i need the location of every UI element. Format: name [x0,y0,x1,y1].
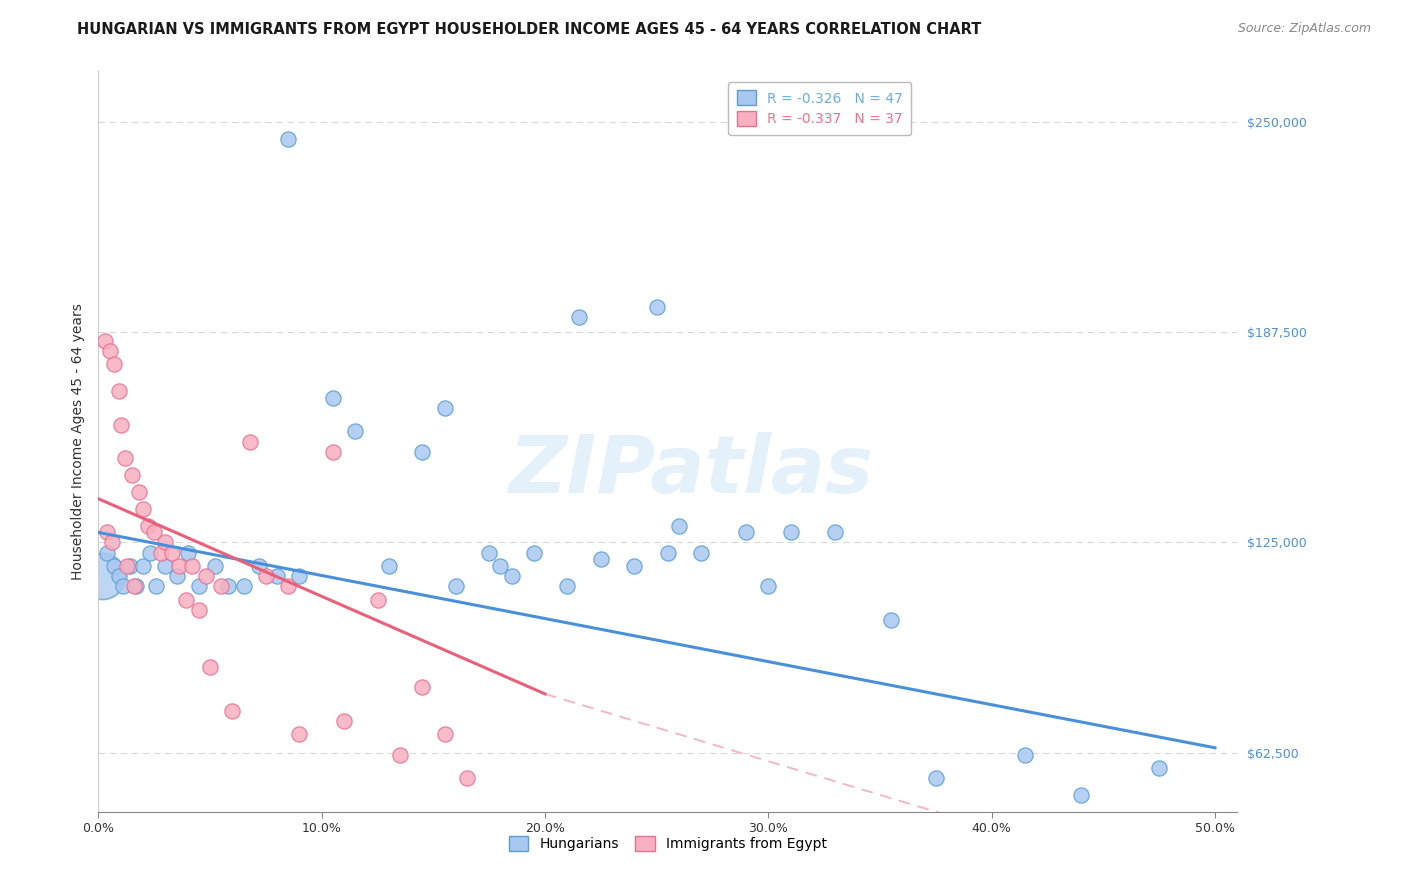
Point [94,334,117,348]
Point [322,444,344,458]
Point [333,714,356,728]
Point [557,579,579,593]
Point [177,546,200,560]
Point [589,552,612,566]
Point [117,559,139,574]
Point [103,559,125,574]
Point [824,525,846,540]
Point [160,546,183,560]
Point [623,559,645,574]
Point [925,771,948,785]
Point [501,569,523,583]
Point [166,569,188,583]
Point [96,546,118,560]
Point [567,310,589,324]
Point [128,485,150,500]
Point [433,401,456,415]
Point [735,525,758,540]
Point [90,569,112,583]
Text: Source: ZipAtlas.com: Source: ZipAtlas.com [1237,22,1371,36]
Point [247,559,270,574]
Point [110,417,132,432]
Point [122,579,145,593]
Point [444,579,467,593]
Point [167,559,190,574]
Point [181,559,204,574]
Point [198,660,221,674]
Point [277,131,299,145]
Point [880,613,903,627]
Point [489,559,512,574]
Point [121,468,143,483]
Text: ZIPatlas: ZIPatlas [508,432,873,510]
Point [344,425,367,439]
Point [239,434,262,449]
Point [98,343,121,358]
Point [107,384,129,398]
Point [779,525,801,540]
Point [132,559,155,574]
Point [101,535,124,549]
Point [1070,788,1092,802]
Point [690,546,713,560]
Point [136,518,159,533]
Point [111,579,134,593]
Point [433,727,456,741]
Point [209,579,232,593]
Point [288,569,311,583]
Point [155,535,177,549]
Point [103,357,125,371]
Point [125,579,148,593]
Point [254,569,277,583]
Point [367,592,389,607]
Point [149,546,172,560]
Point [288,727,311,741]
Point [388,747,411,762]
Point [204,559,226,574]
Point [132,501,155,516]
Point [645,300,668,314]
Point [174,592,197,607]
Point [756,579,779,593]
Point [411,680,433,694]
Point [411,444,433,458]
Point [194,569,217,583]
Point [456,771,478,785]
Point [217,579,239,593]
Point [232,579,254,593]
Point [277,579,299,593]
Point [668,518,690,533]
Text: HUNGARIAN VS IMMIGRANTS FROM EGYPT HOUSEHOLDER INCOME AGES 45 - 64 YEARS CORRELA: HUNGARIAN VS IMMIGRANTS FROM EGYPT HOUSE… [77,22,981,37]
Legend: Hungarians, Immigrants from Egypt: Hungarians, Immigrants from Egypt [503,830,832,856]
Point [143,525,166,540]
Point [96,525,118,540]
Point [118,559,141,574]
Point [1147,761,1170,775]
Point [107,569,129,583]
Point [377,559,399,574]
Point [187,579,209,593]
Y-axis label: Householder Income Ages 45 - 64 years: Householder Income Ages 45 - 64 years [70,303,84,580]
Point [187,603,209,617]
Point [478,546,501,560]
Point [155,559,177,574]
Point [266,569,288,583]
Point [145,579,167,593]
Point [221,704,243,718]
Point [139,546,162,560]
Point [114,451,136,466]
Point [657,546,679,560]
Point [1014,747,1036,762]
Point [523,546,546,560]
Point [322,391,344,405]
